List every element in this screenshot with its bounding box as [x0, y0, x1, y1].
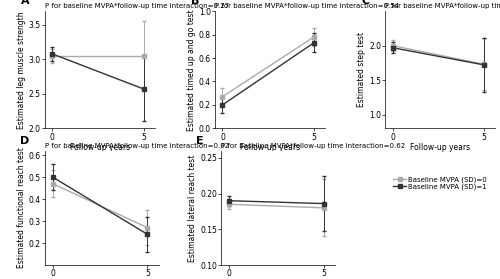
Text: P for baseline MVPA*follow-up time interaction=0.27: P for baseline MVPA*follow-up time inter…	[45, 3, 229, 9]
Text: P for baseline MVPA*follow-up time interaction=0.02: P for baseline MVPA*follow-up time inter…	[45, 143, 229, 149]
Text: P for baseline MVPA*follow-up time interaction=0.34: P for baseline MVPA*follow-up time inter…	[385, 3, 500, 9]
Legend: Baseline MVPA (SD)=0, Baseline MVPA (SD)=1: Baseline MVPA (SD)=0, Baseline MVPA (SD)…	[224, 176, 316, 190]
Text: B: B	[191, 0, 200, 6]
Y-axis label: Estimated lateral reach test: Estimated lateral reach test	[188, 154, 198, 261]
Text: E: E	[196, 136, 204, 146]
Y-axis label: Estimated timed up and go test: Estimated timed up and go test	[187, 9, 196, 131]
Text: C: C	[361, 0, 369, 6]
Legend: Baseline MVPA (SD)=0, Baseline MVPA (SD)=1: Baseline MVPA (SD)=0, Baseline MVPA (SD)…	[53, 176, 146, 190]
Y-axis label: Estimated functional reach test: Estimated functional reach test	[17, 147, 26, 268]
Text: P for baseline MVPA*follow-up time interaction=0.54: P for baseline MVPA*follow-up time inter…	[215, 3, 399, 9]
X-axis label: Follow-up years: Follow-up years	[70, 143, 130, 152]
Text: P for baseline MVPA*follow-up time interaction=0.62: P for baseline MVPA*follow-up time inter…	[222, 143, 406, 149]
Text: A: A	[21, 0, 29, 6]
Y-axis label: Estimated step test: Estimated step test	[358, 32, 366, 107]
Y-axis label: Estimated leg muscle strength: Estimated leg muscle strength	[17, 11, 26, 129]
Text: D: D	[20, 136, 29, 146]
Legend: Baseline MVPA (SD)=0, Baseline MVPA (SD)=1: Baseline MVPA (SD)=0, Baseline MVPA (SD)…	[394, 176, 487, 190]
X-axis label: Follow-up years: Follow-up years	[410, 143, 470, 152]
X-axis label: Follow-up years: Follow-up years	[240, 143, 300, 152]
